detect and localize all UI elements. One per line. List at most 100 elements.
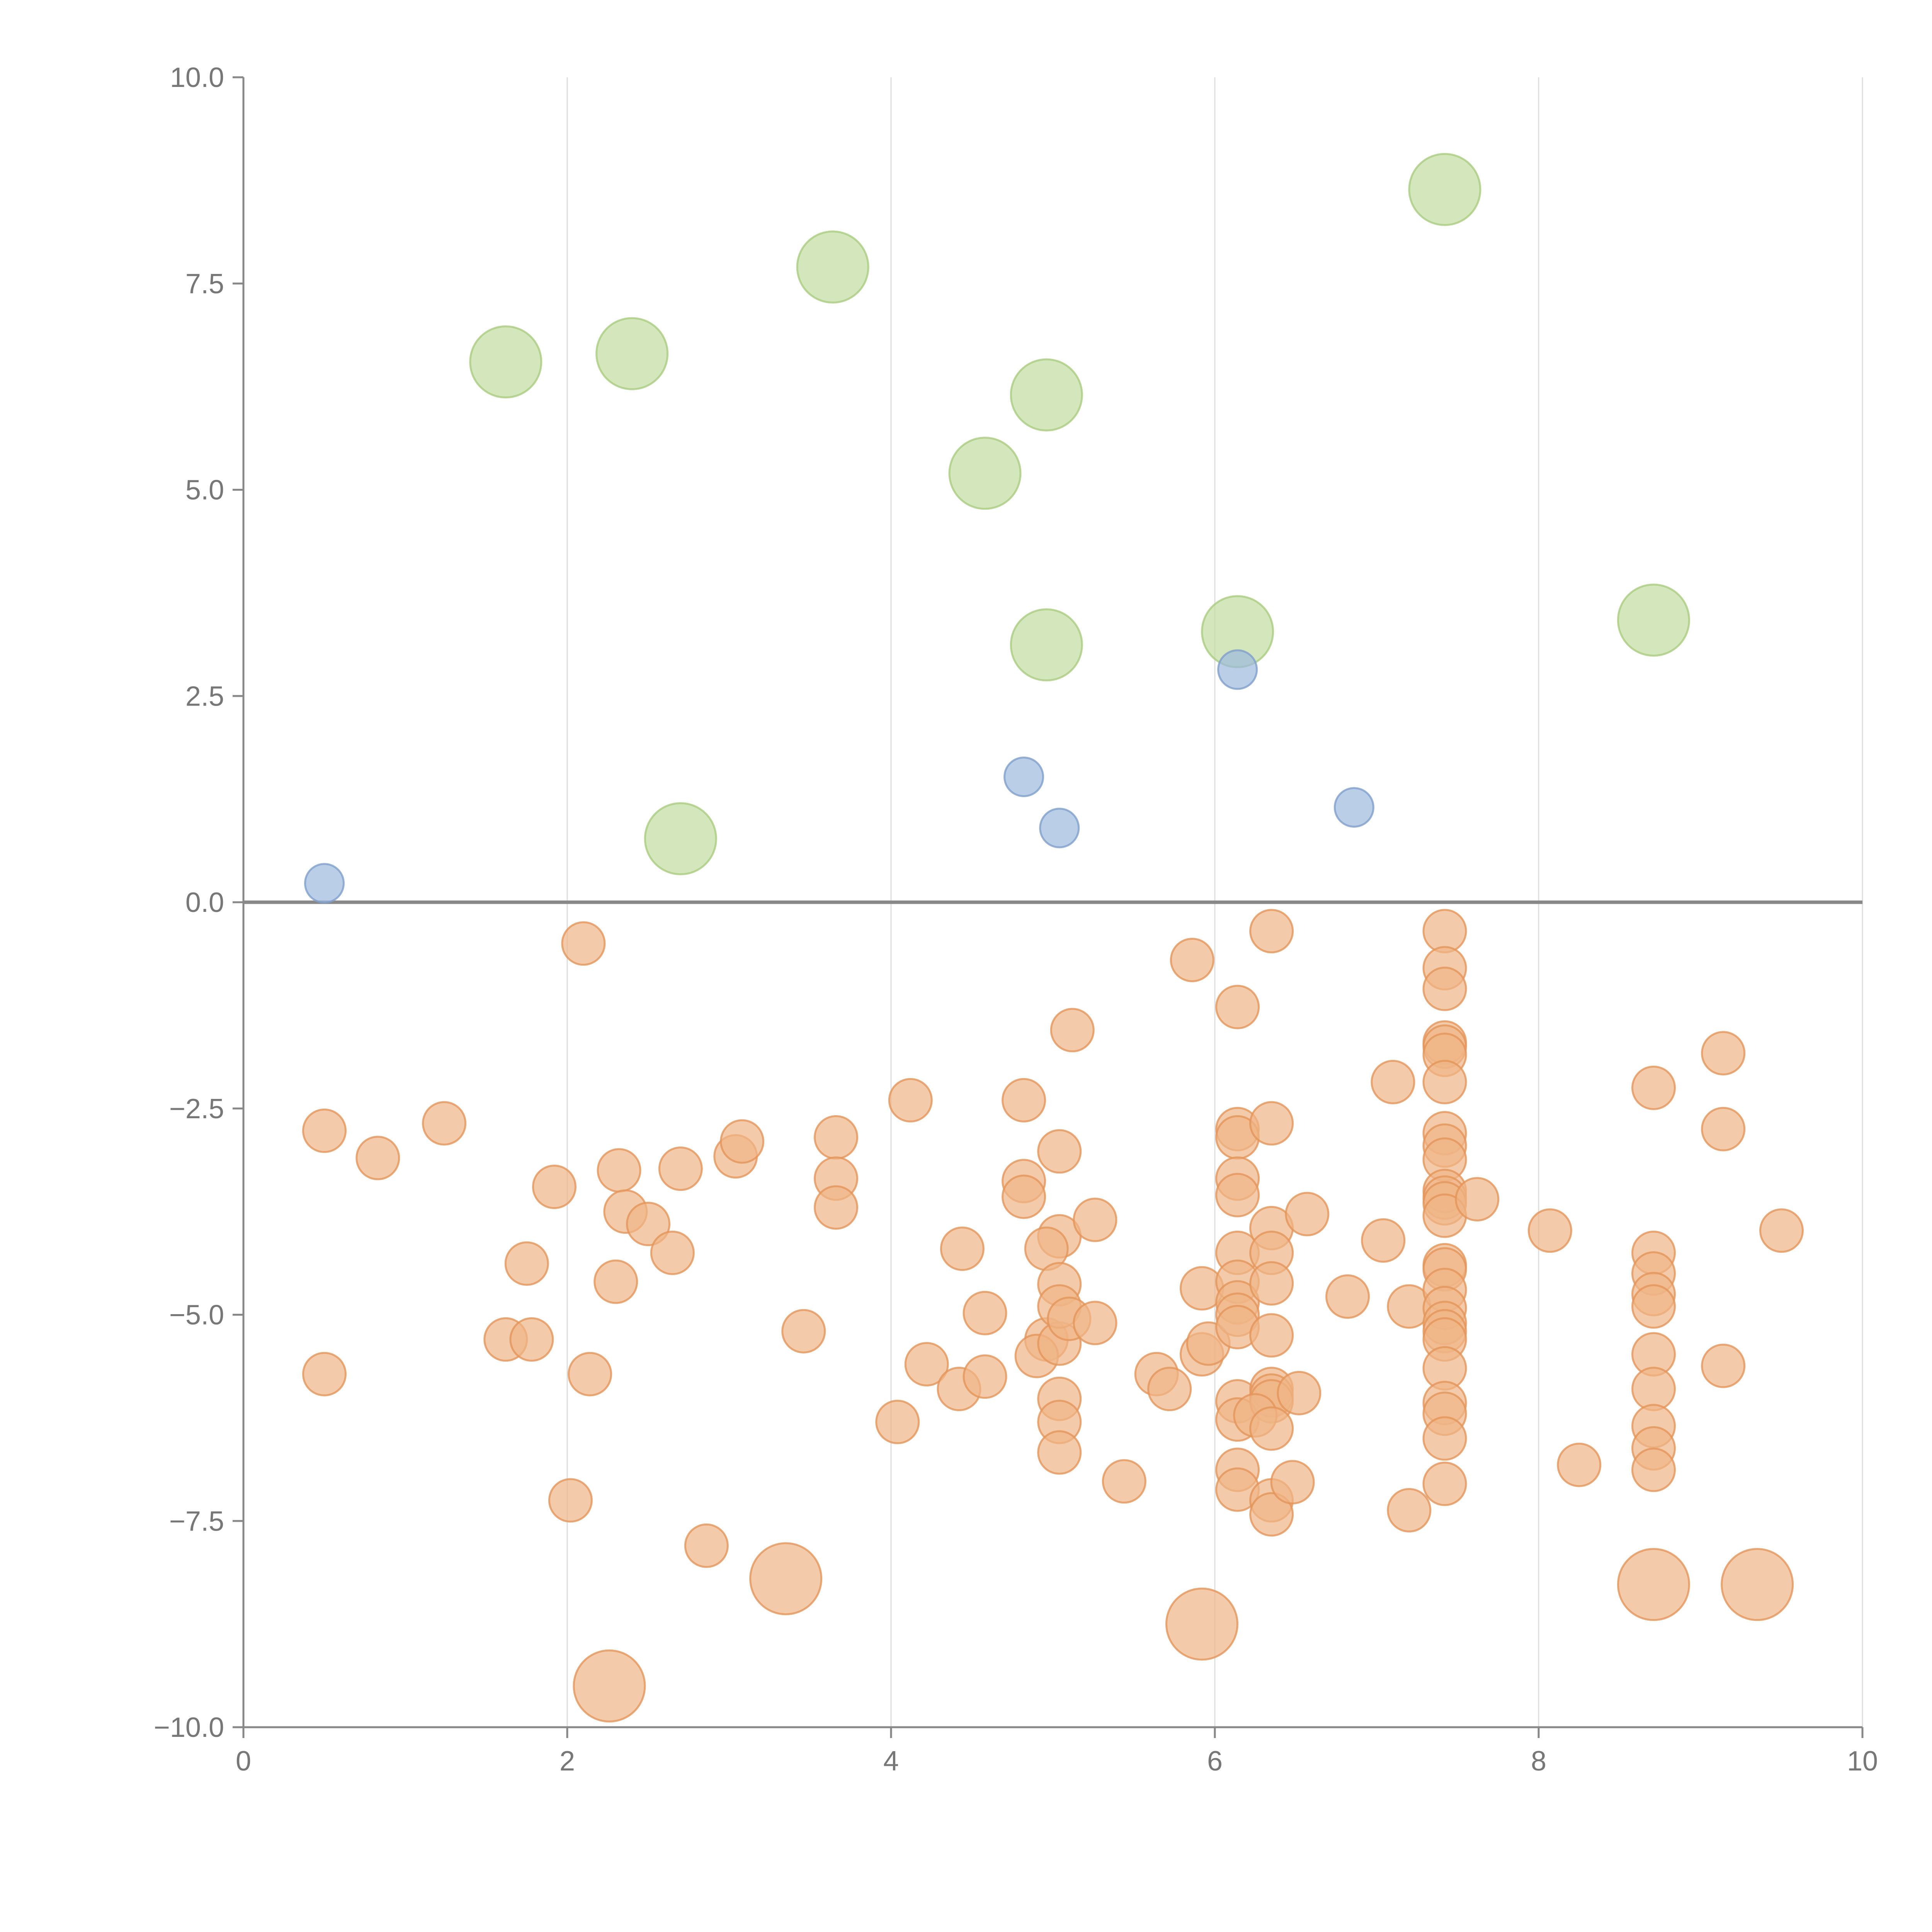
data-point: [1147, 1367, 1192, 1412]
data-point: [1557, 1442, 1602, 1487]
data-point: [1003, 756, 1044, 797]
data-point: [1527, 1208, 1572, 1253]
ticks-layer: 0 2 4 6 8 10 10.0 7.5 5.0 2.5 0.0 −2.5 −5.0 −7.5 −10.0: [154, 62, 1878, 1777]
data-point: [963, 1291, 1007, 1335]
x-tick-label: 2: [560, 1746, 575, 1777]
data-point: [940, 1226, 985, 1271]
data-point: [1631, 1065, 1676, 1110]
data-point: [504, 1241, 549, 1286]
data-point: [1073, 1301, 1117, 1345]
data-point: [594, 1259, 638, 1304]
x-tick-label: 10: [1847, 1746, 1878, 1777]
x-tick-label: 6: [1207, 1746, 1223, 1777]
data-point: [1701, 1107, 1746, 1151]
data-point: [658, 1146, 703, 1191]
data-point: [595, 317, 669, 390]
data-point: [1165, 1587, 1238, 1661]
y-tick-label: 10.0: [170, 62, 224, 93]
data-point: [1170, 937, 1214, 982]
data-point: [1408, 153, 1481, 226]
data-point: [1325, 1274, 1370, 1319]
data-point: [1617, 1548, 1690, 1621]
data-point: [1217, 649, 1258, 690]
series-orange: [302, 909, 1804, 1568]
data-point: [1249, 1313, 1294, 1358]
data-point: [644, 802, 717, 876]
data-point: [1631, 1447, 1676, 1492]
series-orange-large: [573, 1542, 1794, 1723]
data-point: [1037, 1430, 1082, 1475]
data-point: [509, 1317, 554, 1362]
x-tick-label: 8: [1531, 1746, 1546, 1777]
data-point: [1073, 1197, 1117, 1242]
data-point: [1701, 1344, 1746, 1388]
data-point: [302, 1352, 347, 1396]
data-point: [888, 1078, 933, 1122]
data-point: [548, 1478, 593, 1523]
data-point: [1422, 909, 1467, 954]
data-point: [1249, 1492, 1294, 1537]
data-point: [1215, 1173, 1260, 1218]
data-point: [1249, 1406, 1294, 1451]
data-point: [781, 1309, 826, 1354]
data-point: [1701, 1031, 1746, 1076]
data-point: [1249, 909, 1294, 954]
data-point: [1010, 358, 1083, 432]
data-point: [1617, 583, 1690, 657]
data-point: [1631, 1367, 1676, 1412]
data-point: [1215, 985, 1260, 1029]
data-point: [1455, 1177, 1500, 1222]
data-point: [422, 1101, 467, 1146]
axis-layer: [242, 77, 1862, 1728]
data-point: [749, 1542, 823, 1616]
data-point: [814, 1115, 859, 1160]
data-point: [963, 1354, 1007, 1399]
data-point: [1333, 787, 1374, 828]
data-point: [904, 1342, 949, 1387]
data-point: [561, 921, 606, 966]
x-tick-label: 0: [236, 1746, 251, 1777]
data-point: [1759, 1208, 1804, 1253]
data-point: [573, 1649, 646, 1723]
y-tick-label: −10.0: [154, 1712, 224, 1743]
y-tick-label: −5.0: [169, 1300, 224, 1331]
data-point: [684, 1523, 729, 1568]
data-point: [1721, 1548, 1794, 1621]
data-point: [1002, 1078, 1046, 1122]
y-tick-label: −7.5: [169, 1506, 224, 1537]
data-point: [796, 230, 869, 304]
data-point: [720, 1119, 765, 1164]
data-point: [1102, 1459, 1146, 1504]
data-point: [355, 1136, 400, 1180]
data-point: [1050, 1008, 1095, 1053]
y-tick-label: 0.0: [185, 887, 224, 918]
data-point: [1277, 1371, 1321, 1415]
data-point: [1371, 1060, 1415, 1104]
data-point: [1249, 1101, 1294, 1146]
data-point: [1010, 608, 1083, 682]
y-tick-label: 5.0: [185, 475, 224, 506]
points-layer: [302, 153, 1804, 1723]
data-point: [875, 1400, 920, 1444]
data-point: [650, 1230, 695, 1275]
data-point: [1270, 1460, 1315, 1505]
data-point: [1631, 1284, 1676, 1329]
data-point: [1422, 1461, 1467, 1506]
data-point: [568, 1352, 612, 1396]
data-point: [597, 1148, 641, 1193]
data-point: [1422, 1060, 1467, 1104]
data-point: [626, 1202, 670, 1247]
data-point: [1039, 808, 1080, 849]
data-point: [304, 863, 345, 904]
data-point: [469, 325, 543, 399]
data-point: [814, 1185, 859, 1230]
data-point: [1002, 1174, 1046, 1219]
x-tick-label: 4: [883, 1746, 899, 1777]
data-point: [302, 1108, 347, 1153]
y-tick-label: 2.5: [185, 681, 224, 712]
data-point: [948, 437, 1022, 510]
data-point: [1361, 1218, 1406, 1263]
data-point: [1037, 1129, 1082, 1174]
